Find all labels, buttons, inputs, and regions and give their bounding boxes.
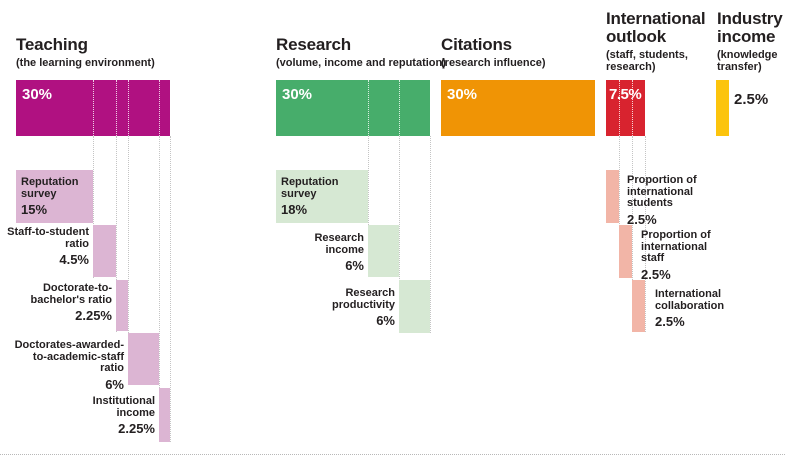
pillar-subtitle-international-outlook: (staff, students, research): [606, 49, 688, 73]
international-component-label-collaboration: International collaboration 2.5%: [655, 288, 765, 329]
segment-divider: [116, 80, 117, 136]
pillar-title-industry-income: Industry income: [717, 9, 783, 46]
pillar-header-research: Research (volume, income and reputation): [276, 35, 446, 70]
component-value: 6%: [105, 376, 124, 392]
teaching-component-label-doctorate-to-bachelors-ratio: Doctorate-to- bachelor's ratio 2.25%: [0, 282, 112, 323]
connector-line: [170, 136, 171, 442]
research-component-label-research-income: Research income 6%: [0, 232, 364, 273]
component-label: Doctorate-to- bachelor's ratio: [30, 282, 112, 306]
component-label: Research income: [314, 232, 364, 256]
segment-divider: [93, 80, 94, 136]
segment-divider: [619, 80, 620, 136]
connector-line: [127, 136, 129, 385]
research-component-block-research-income: [368, 225, 399, 277]
segment-divider: [158, 80, 160, 136]
bottom-separator: [0, 454, 785, 455]
segment-divider: [127, 80, 129, 136]
pillar-header-citations: Citations (research influence): [441, 35, 546, 70]
component-value: 2.5%: [641, 266, 671, 282]
pillar-subtitle-research: (volume, income and reputation): [276, 57, 446, 69]
teaching-component-block-doctorates-awarded-ratio: [127, 333, 159, 385]
research-component-label-research-productivity: Research productivity 6%: [0, 287, 395, 328]
teaching-component-block-staff-to-student-ratio: [93, 225, 116, 277]
component-label: Reputation survey: [281, 176, 339, 200]
component-value: 2.25%: [118, 421, 155, 436]
citations-weight-value: 30%: [447, 86, 478, 103]
component-value: 4.5%: [59, 252, 89, 267]
pillar-title-international-outlook: International outlook: [606, 9, 706, 46]
pillar-header-industry-income: Industry income (knowledge transfer): [717, 9, 783, 74]
component-value: 18%: [281, 202, 308, 217]
pillar-subtitle-teaching: (the learning environment): [16, 57, 155, 69]
segment-divider: [368, 80, 369, 136]
pillar-title-citations: Citations: [441, 35, 512, 54]
component-label: Staff-to-student ratio: [7, 226, 89, 250]
component-value: 2.25%: [75, 308, 112, 323]
international-component-label-staff: Proportion of international staff 2.5%: [641, 229, 751, 282]
component-label: International collaboration: [655, 288, 725, 312]
segment-divider: [399, 80, 400, 136]
component-value: 15%: [21, 202, 48, 217]
segment-divider: [632, 80, 633, 136]
component-label: Institutional income: [92, 395, 155, 419]
connector-line: [619, 136, 620, 278]
teaching-weight-value: 30%: [22, 86, 53, 103]
teaching-component-label-doctorates-awarded-ratio: Doctorates-awarded- to-academic-staff ra…: [0, 339, 124, 392]
industry-income-weight-bar: [716, 80, 729, 136]
connector-line: [368, 136, 369, 277]
component-value: 6%: [345, 258, 364, 273]
connector-line: [632, 136, 633, 332]
pillar-title-teaching: Teaching: [16, 35, 88, 54]
international-outlook-weight-bar: 7.5%: [606, 80, 645, 136]
connector-line: [645, 136, 646, 332]
pillar-subtitle-industry-income: (knowledge transfer): [717, 49, 778, 73]
pillar-title-research: Research: [276, 35, 351, 54]
teaching-component-block-doctorate-to-bachelors-ratio: [116, 280, 128, 331]
connector-line: [399, 136, 400, 333]
international-component-block-students: [606, 170, 619, 223]
pillar-header-teaching: Teaching (the learning environment): [16, 35, 155, 70]
citations-weight-bar: 30%: [441, 80, 595, 136]
component-label: Proportion of international staff: [641, 229, 711, 264]
connector-line: [93, 136, 94, 278]
teaching-component-block-reputation-survey: Reputation survey 15%: [16, 170, 93, 223]
research-weight-bar: 30%: [276, 80, 430, 136]
connector-line: [116, 136, 117, 332]
connector-line: [158, 136, 160, 442]
international-outlook-weight-value: 7.5%: [609, 86, 642, 103]
component-value: 2.5%: [627, 211, 657, 227]
teaching-component-block-institutional-income: [158, 388, 170, 442]
teaching-component-label-staff-to-student-ratio: Staff-to-student ratio 4.5%: [0, 226, 89, 267]
pillar-header-international-outlook: International outlook (staff, students, …: [606, 9, 706, 74]
international-component-label-students: Proportion of international students 2.5…: [627, 174, 737, 227]
pillar-subtitle-citations: (research influence): [441, 57, 546, 69]
research-component-block-research-productivity: [399, 280, 430, 333]
component-label: Doctorates-awarded- to-academic-staff ra…: [14, 339, 124, 374]
research-component-block-reputation-survey: Reputation survey 18%: [276, 170, 368, 223]
component-label: Reputation survey: [21, 176, 79, 200]
international-component-block-collaboration: [632, 280, 645, 332]
component-value: 2.5%: [655, 314, 685, 329]
component-label: Research productivity: [332, 287, 395, 311]
component-value: 6%: [376, 313, 395, 328]
international-component-block-staff: [619, 225, 632, 278]
component-label: Proportion of international students: [627, 174, 697, 209]
teaching-weight-bar: 30%: [16, 80, 170, 136]
teaching-component-label-institutional-income: Institutional income 2.25%: [0, 395, 155, 436]
research-weight-value: 30%: [282, 86, 313, 103]
connector-line: [430, 136, 431, 333]
industry-income-weight-value: 2.5%: [734, 91, 769, 108]
